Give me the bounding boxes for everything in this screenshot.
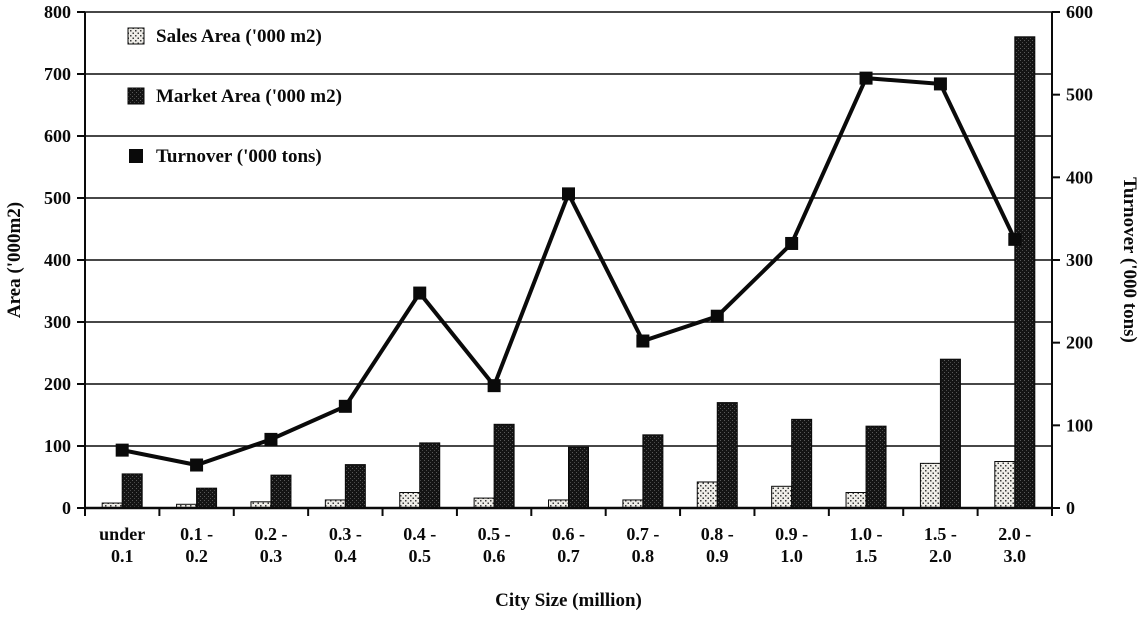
x-axis-tick-label: 0.6 -: [552, 524, 585, 544]
y-axis-left-title: Area ('000m2): [4, 202, 25, 318]
y-axis-right-tick-label: 200: [1066, 333, 1093, 353]
sales-area-bar: [919, 462, 941, 509]
x-axis-tick-label: 0.3: [260, 546, 283, 566]
market-area-bar: [419, 442, 441, 509]
y-axis-left-tick-label: 700: [44, 64, 71, 84]
legend-swatch: [129, 149, 143, 163]
x-axis-tick-label: under: [99, 524, 145, 544]
legend-label: Sales Area ('000 m2): [156, 26, 322, 47]
turnover-marker: [859, 71, 873, 85]
x-axis-tick-label: 0.8: [632, 546, 655, 566]
y-axis-right-tick-label: 500: [1066, 85, 1093, 105]
turnover-marker: [190, 458, 204, 472]
x-axis-tick-label: 1.0: [780, 546, 803, 566]
x-axis-tick-label: 0.4: [334, 546, 357, 566]
x-axis-tick-label: 0.7: [557, 546, 580, 566]
market-area-bar: [493, 423, 515, 509]
sales-area-bar: [994, 461, 1016, 509]
y-axis-left-tick-label: 500: [44, 188, 71, 208]
x-axis-tick-label: 0.9 -: [775, 524, 808, 544]
turnover-series: [115, 71, 1022, 472]
y-axis-right-tick-label: 600: [1066, 2, 1093, 22]
x-axis-tick-label: 1.5: [855, 546, 878, 566]
x-axis-tick-label: 2.0 -: [998, 524, 1031, 544]
turnover-marker: [1008, 232, 1022, 246]
x-axis-tick-label: 0.8 -: [701, 524, 734, 544]
x-axis-tick-label: 3.0: [1004, 546, 1027, 566]
y-axis-right-tick-label: 0: [1066, 498, 1075, 518]
x-axis-title: City Size (million): [495, 590, 642, 611]
sales-area-bar: [845, 492, 867, 509]
legend: Sales Area ('000 m2) Market Area ('000 m2…: [127, 26, 342, 167]
legend-item: Turnover ('000 tons): [129, 146, 322, 167]
y-axis-right-title: Turnover ('000 tons): [1119, 177, 1140, 343]
y-axis-right-tick-label: 300: [1066, 250, 1093, 270]
turnover-marker: [636, 334, 650, 348]
market-area-bar: [344, 464, 366, 509]
bar-series: [101, 36, 1036, 509]
y-axis-left-tick-label: 200: [44, 374, 71, 394]
x-axis-tick-label: 0.4 -: [403, 524, 436, 544]
legend-label: Turnover ('000 tons): [156, 146, 322, 167]
x-axis-tick-label: 0.7 -: [626, 524, 659, 544]
x-axis-tick-label: 0.1: [111, 546, 134, 566]
turnover-marker: [115, 443, 129, 457]
turnover-marker: [264, 432, 278, 446]
market-area-bar: [939, 358, 961, 509]
legend-swatch: [127, 27, 145, 45]
turnover-marker: [338, 399, 352, 413]
legend-item: Market Area ('000 m2): [127, 86, 342, 107]
axis-labels: 0 100 200 300 400 500 600 700 800 0 100 200 300 400 50…: [4, 2, 1140, 611]
y-axis-left-tick-label: 800: [44, 2, 71, 22]
turnover-marker: [413, 286, 427, 300]
sales-area-bar: [399, 492, 421, 509]
y-axis-left-tick-label: 100: [44, 436, 71, 456]
turnover-marker: [933, 77, 947, 91]
x-axis-tick-label: 0.1 -: [180, 524, 213, 544]
y-axis-left-tick-label: 0: [62, 498, 71, 518]
axes: [77, 11, 1060, 516]
legend-label: Market Area ('000 m2): [156, 86, 342, 107]
sales-area-bar: [696, 481, 718, 509]
market-area-bar: [568, 446, 589, 509]
sales-area-bar: [473, 497, 495, 509]
market-area-bar: [121, 473, 143, 509]
turnover-marker: [487, 379, 501, 393]
market-area-bar: [865, 425, 887, 509]
x-axis-tick-label: 1.5 -: [924, 524, 957, 544]
market-area-bar: [196, 487, 218, 509]
x-axis-tick-label: 0.3 -: [329, 524, 362, 544]
market-area-bar: [716, 402, 738, 509]
x-axis-tick-label: 0.6: [483, 546, 506, 566]
x-axis-tick-label: 2.0: [929, 546, 952, 566]
turnover-marker: [562, 187, 575, 201]
y-axis-left-tick-label: 400: [44, 250, 71, 270]
market-area-bar: [270, 474, 292, 509]
sales-area-bar: [771, 485, 793, 509]
market-area-bar: [1014, 36, 1036, 509]
x-axis-tick-label: 0.2 -: [254, 524, 287, 544]
market-area-bar: [642, 434, 664, 509]
turnover-marker: [785, 236, 799, 250]
x-axis-tick-label: 1.0 -: [850, 524, 883, 544]
x-axis-tick-label: 0.5: [408, 546, 431, 566]
x-axis-tick-label: 0.5 -: [478, 524, 511, 544]
legend-item: Sales Area ('000 m2): [127, 26, 322, 47]
turnover-marker: [710, 309, 724, 323]
legend-swatch: [127, 87, 145, 105]
x-axis-tick-label: 0.2: [185, 546, 208, 566]
market-area-bar: [791, 418, 813, 509]
y-axis-left-tick-label: 600: [44, 126, 71, 146]
y-axis-left-tick-label: 300: [44, 312, 71, 332]
x-axis-tick-label: 0.9: [706, 546, 729, 566]
y-axis-right-tick-label: 400: [1066, 167, 1093, 187]
y-axis-right-tick-label: 100: [1066, 415, 1093, 435]
